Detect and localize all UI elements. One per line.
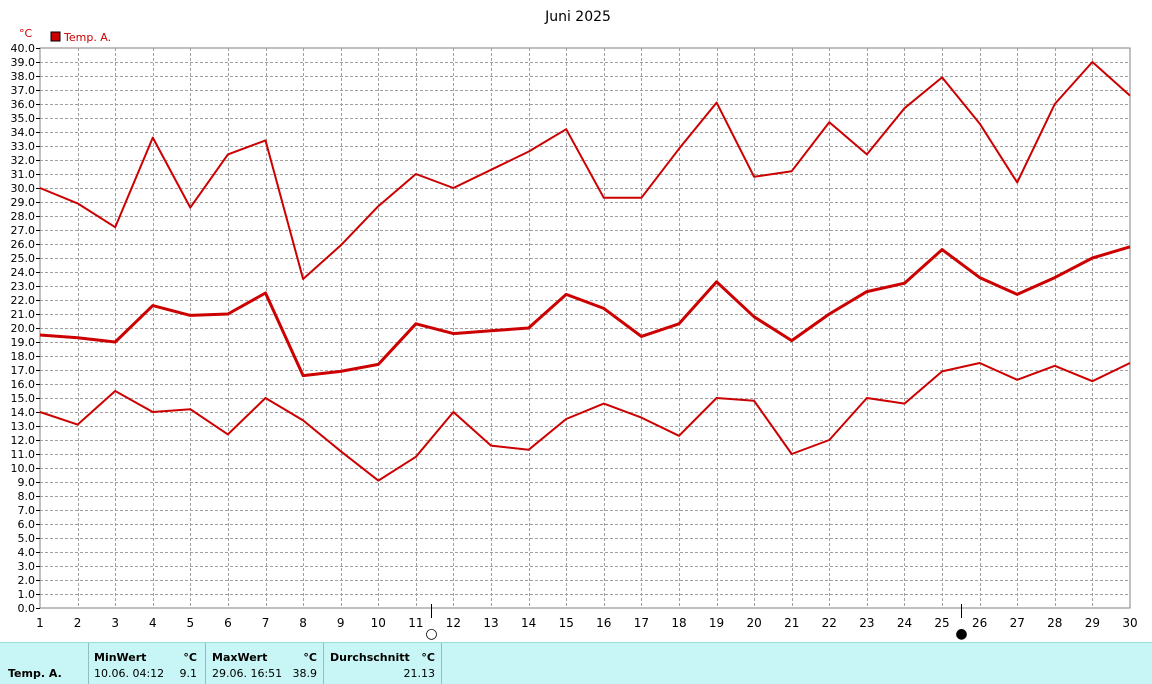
- y-tick-label: 27.0: [11, 224, 36, 237]
- max-value: 38.9: [292, 667, 318, 680]
- max-unit: °C: [303, 651, 317, 664]
- moon-phase-symbol: ○: [425, 626, 437, 642]
- x-tick-label: 14: [521, 616, 536, 630]
- y-axis-unit: °C: [19, 27, 33, 40]
- x-tick-label: 10: [371, 616, 386, 630]
- x-tick-label: 21: [784, 616, 799, 630]
- max-header: MaxWert: [212, 651, 268, 664]
- x-tick-label: 18: [671, 616, 686, 630]
- moon-phase-symbol: ●: [955, 626, 967, 642]
- legend-label: Temp. A.: [63, 31, 111, 44]
- x-tick-label: 26: [972, 616, 987, 630]
- y-tick-label: 18.0: [11, 350, 36, 363]
- y-tick-label: 31.0: [11, 168, 36, 181]
- x-tick-label: 25: [934, 616, 949, 630]
- y-tick-label: 23.0: [11, 280, 36, 293]
- x-tick-label: 9: [337, 616, 345, 630]
- y-tick-label: 33.0: [11, 140, 36, 153]
- y-tick-label: 22.0: [11, 294, 36, 307]
- min-datetime: 10.06. 04:12: [94, 667, 165, 680]
- x-tick-label: 30: [1122, 616, 1137, 630]
- average-value: 21.13: [403, 667, 436, 680]
- temperature-chart: 0.01.02.03.04.05.06.07.08.09.010.011.012…: [11, 9, 1138, 642]
- y-tick-label: 0.0: [18, 602, 36, 615]
- y-tick-label: 28.0: [11, 210, 36, 223]
- y-tick-label: 14.0: [11, 406, 36, 419]
- y-tick-label: 35.0: [11, 112, 36, 125]
- y-tick-label: 1.0: [18, 588, 36, 601]
- legend-swatch: [50, 31, 61, 42]
- x-tick-label: 20: [746, 616, 761, 630]
- y-tick-label: 34.0: [11, 126, 36, 139]
- x-tick-label: 27: [1010, 616, 1025, 630]
- y-tick-label: 26.0: [11, 238, 36, 251]
- x-tick-label: 7: [262, 616, 270, 630]
- x-tick-label: 16: [596, 616, 611, 630]
- y-tick-label: 8.0: [18, 490, 36, 503]
- y-tick-label: 39.0: [11, 56, 36, 69]
- y-tick-label: 21.0: [11, 308, 36, 321]
- y-tick-label: 6.0: [18, 518, 36, 531]
- x-tick-label: 19: [709, 616, 724, 630]
- y-tick-label: 9.0: [18, 476, 36, 489]
- x-tick-label: 22: [822, 616, 837, 630]
- x-tick-label: 24: [897, 616, 912, 630]
- y-tick-label: 10.0: [11, 462, 36, 475]
- y-tick-label: 3.0: [18, 560, 36, 573]
- x-tick-label: 1: [36, 616, 44, 630]
- y-tick-label: 32.0: [11, 154, 36, 167]
- min-unit: °C: [183, 651, 197, 664]
- statistics-bar: Temp. A. MinWert °C 10.06. 04:12 9.1 Max…: [0, 642, 1152, 684]
- series-line-avg: [39, 245, 1131, 378]
- average-unit: °C: [421, 651, 435, 664]
- y-tick-label: 38.0: [11, 70, 36, 83]
- x-tick-label: 15: [559, 616, 574, 630]
- min-value: 9.1: [179, 667, 198, 680]
- y-tick-label: 25.0: [11, 252, 36, 265]
- y-tick-label: 40.0: [11, 42, 36, 55]
- x-tick-label: 12: [446, 616, 461, 630]
- y-tick-label: 29.0: [11, 196, 36, 209]
- y-tick-label: 13.0: [11, 420, 36, 433]
- y-tick-label: 20.0: [11, 322, 36, 335]
- stats-row-label-cell: Temp. A.: [0, 643, 89, 684]
- x-tick-label: 28: [1047, 616, 1062, 630]
- y-tick-label: 11.0: [11, 448, 36, 461]
- y-tick-label: 17.0: [11, 364, 36, 377]
- y-tick-label: 7.0: [18, 504, 36, 517]
- x-tick-label: 29: [1085, 616, 1100, 630]
- y-tick-label: 19.0: [11, 336, 36, 349]
- x-tick-label: 11: [408, 616, 423, 630]
- y-tick-label: 4.0: [18, 546, 36, 559]
- y-tick-label: 5.0: [18, 532, 36, 545]
- series-line-min: [39, 362, 1131, 482]
- min-header: MinWert: [94, 651, 147, 664]
- x-tick-label: 2: [74, 616, 82, 630]
- y-tick-label: 16.0: [11, 378, 36, 391]
- x-tick-label: 17: [634, 616, 649, 630]
- max-value-cell: MaxWert °C 29.06. 16:51 38.9: [206, 643, 324, 684]
- y-tick-label: 24.0: [11, 266, 36, 279]
- x-tick-label: 8: [299, 616, 307, 630]
- x-tick-label: 5: [187, 616, 195, 630]
- y-tick-label: 37.0: [11, 84, 36, 97]
- max-datetime: 29.06. 16:51: [212, 667, 283, 680]
- y-tick-label: 36.0: [11, 98, 36, 111]
- average-value-cell: Durchschnitt °C 21.13: [324, 643, 442, 684]
- chart-title: Juni 2025: [544, 9, 611, 25]
- series-line-max: [39, 61, 1131, 280]
- x-tick-label: 23: [859, 616, 874, 630]
- y-tick-label: 12.0: [11, 434, 36, 447]
- y-tick-label: 15.0: [11, 392, 36, 405]
- x-tick-label: 4: [149, 616, 157, 630]
- y-tick-label: 30.0: [11, 182, 36, 195]
- min-value-cell: MinWert °C 10.06. 04:12 9.1: [89, 643, 206, 684]
- x-tick-label: 3: [111, 616, 119, 630]
- stats-row-label: Temp. A.: [8, 667, 62, 680]
- x-tick-label: 13: [483, 616, 498, 630]
- average-header: Durchschnitt: [330, 651, 410, 664]
- y-tick-label: 2.0: [18, 574, 36, 587]
- x-tick-label: 6: [224, 616, 232, 630]
